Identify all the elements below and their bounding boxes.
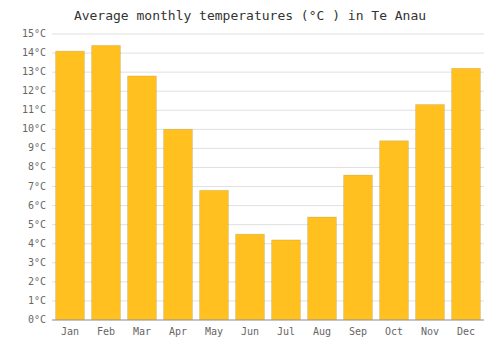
chart-container: 0°C 1°C 2°C 3°C 4°C 5°C 6°C 7°C 8°C 9°C 10°C 11°C 12…: [0, 0, 500, 350]
x-tick-label: Apr: [169, 326, 187, 337]
x-tick-label: Sep: [349, 326, 367, 337]
x-tick-label: Nov: [421, 326, 439, 337]
x-axis-line: [52, 320, 484, 321]
y-tick-label: 6°C: [28, 200, 46, 211]
y-axis: 0°C 1°C 2°C 3°C 4°C 5°C 6°C 7°C 8°C 9°C 10°C 11°C 12…: [22, 28, 484, 325]
y-tick-label: 8°C: [28, 161, 46, 172]
grid-line: [52, 320, 484, 321]
x-tick-label: Aug: [313, 326, 331, 337]
x-tick-label: May: [205, 326, 223, 337]
bar: [380, 141, 409, 320]
x-axis: Jan Feb Mar Apr May Jun Jul Aug Sep Oct Nov Dec: [52, 320, 484, 337]
y-tick-label: 11°C: [22, 104, 46, 115]
x-tick-label: Jan: [61, 326, 79, 337]
bar: [92, 45, 121, 320]
bar: [200, 190, 229, 320]
y-tick-label: 3°C: [28, 257, 46, 268]
y-tick-label: 15°C: [22, 28, 46, 39]
y-tick-label: 14°C: [22, 47, 46, 58]
bar: [308, 217, 337, 320]
bar: [344, 175, 373, 320]
bar: [236, 234, 265, 320]
y-tick-label: 9°C: [28, 142, 46, 153]
bar: [272, 240, 301, 320]
bar: [56, 51, 85, 320]
x-tick-label: Dec: [457, 326, 475, 337]
x-tick-label: Oct: [385, 326, 403, 337]
y-tick-label: 5°C: [28, 219, 46, 230]
y-tick-label: 7°C: [28, 181, 46, 192]
bars: [56, 45, 481, 320]
chart: 0°C 1°C 2°C 3°C 4°C 5°C 6°C 7°C 8°C 9°C 10°C 11°C 12…: [0, 0, 500, 350]
bar: [128, 76, 157, 320]
y-tick-label: 1°C: [28, 295, 46, 306]
bar: [416, 105, 445, 320]
x-tick-label: Jun: [241, 326, 259, 337]
y-tick-label: 2°C: [28, 276, 46, 287]
y-tick-label: 13°C: [22, 66, 46, 77]
bar: [452, 68, 481, 320]
y-tick-label: 4°C: [28, 238, 46, 249]
y-tick-label: 10°C: [22, 123, 46, 134]
y-tick-label: 12°C: [22, 85, 46, 96]
x-tick-label: Jul: [277, 326, 295, 337]
x-tick-label: Feb: [97, 326, 115, 337]
bar: [164, 129, 193, 320]
x-tick-label: Mar: [133, 326, 151, 337]
title: Average monthly temperatures (°C ) in Te…: [74, 8, 426, 23]
grid-line: [52, 34, 484, 35]
y-tick-label: 0°C: [28, 314, 46, 325]
